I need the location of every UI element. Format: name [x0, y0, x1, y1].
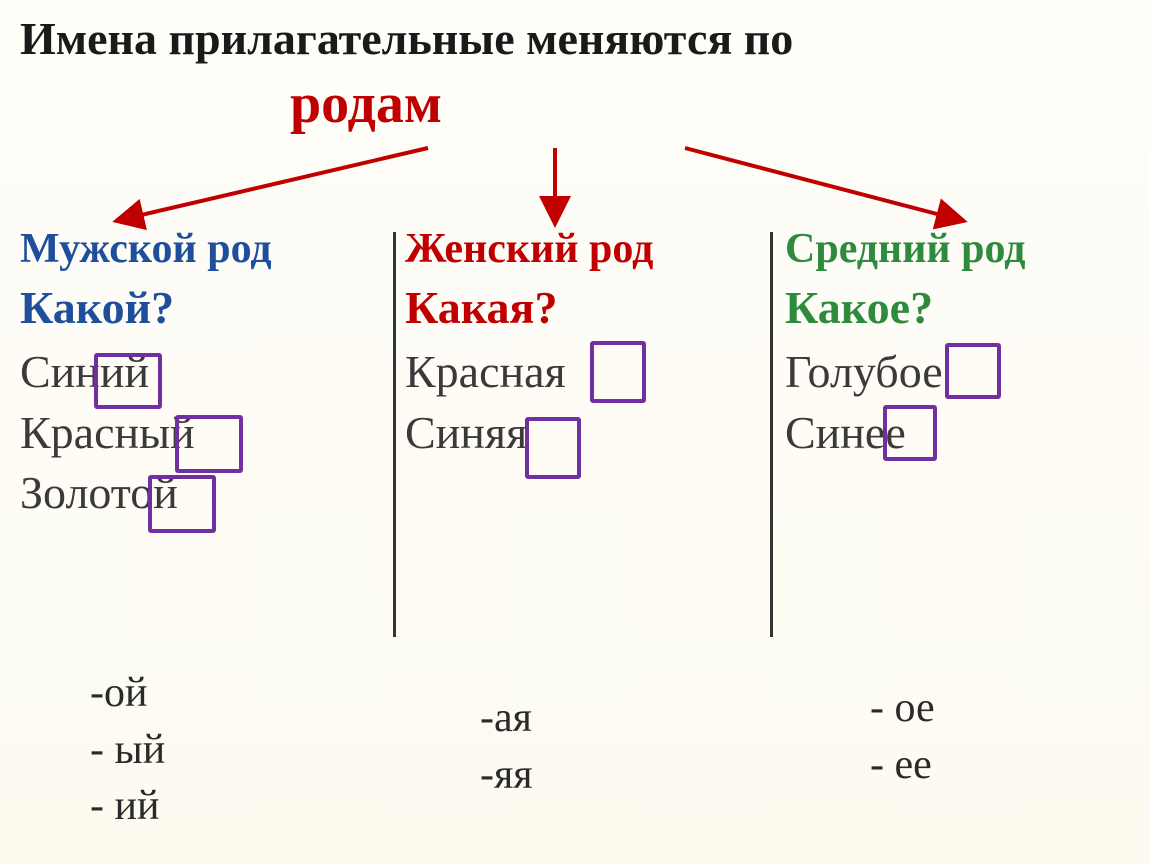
- endings-masculine: -ой- ый- ий: [90, 665, 165, 835]
- arrow-line: [120, 148, 428, 220]
- endings-neuter: - ое- ее: [870, 680, 935, 793]
- word-f-0: Красная: [405, 342, 566, 403]
- column-feminine: Женский род Какая? Красная Синяя: [385, 225, 765, 524]
- ending-item: - ое: [870, 680, 935, 737]
- ending-highlight-box: [148, 475, 216, 533]
- column-masculine: Мужской род Какой? Синий Красный Золотой: [0, 225, 385, 524]
- ending-item: -ая: [480, 690, 533, 747]
- gender-header-masculine: Мужской род: [20, 225, 272, 273]
- ending-item: - ее: [870, 737, 935, 794]
- endings-feminine: -ая-яя: [480, 690, 533, 803]
- question-masculine: Какой?: [20, 281, 174, 334]
- ending-item: - ий: [90, 778, 165, 835]
- ending-highlight-box: [590, 341, 646, 403]
- arrow-line: [685, 148, 960, 220]
- ending-highlight-box: [883, 405, 937, 461]
- ending-highlight-box: [94, 353, 162, 409]
- question-feminine: Какая?: [405, 281, 557, 334]
- word-f-1: Синяя: [405, 403, 527, 464]
- ending-item: -яя: [480, 747, 533, 804]
- question-neuter: Какое?: [785, 281, 933, 334]
- word-m-1: Красный: [20, 403, 195, 464]
- ending-highlight-box: [525, 417, 581, 479]
- word-n-0: Голубое: [785, 342, 943, 403]
- arrows-svg: [0, 138, 1150, 238]
- title-line2: родам: [290, 72, 442, 136]
- gender-header-feminine: Женский род: [405, 225, 653, 273]
- ending-highlight-box: [945, 343, 1001, 399]
- column-neuter: Средний род Какое? Голубое Синее: [765, 225, 1150, 524]
- ending-item: - ый: [90, 722, 165, 779]
- ending-highlight-box: [175, 415, 243, 473]
- title-line1: Имена прилагательные меняются по: [20, 12, 793, 65]
- gender-header-neuter: Средний род: [785, 225, 1026, 273]
- ending-item: -ой: [90, 665, 165, 722]
- columns-container: Мужской род Какой? Синий Красный Золотой…: [0, 225, 1150, 524]
